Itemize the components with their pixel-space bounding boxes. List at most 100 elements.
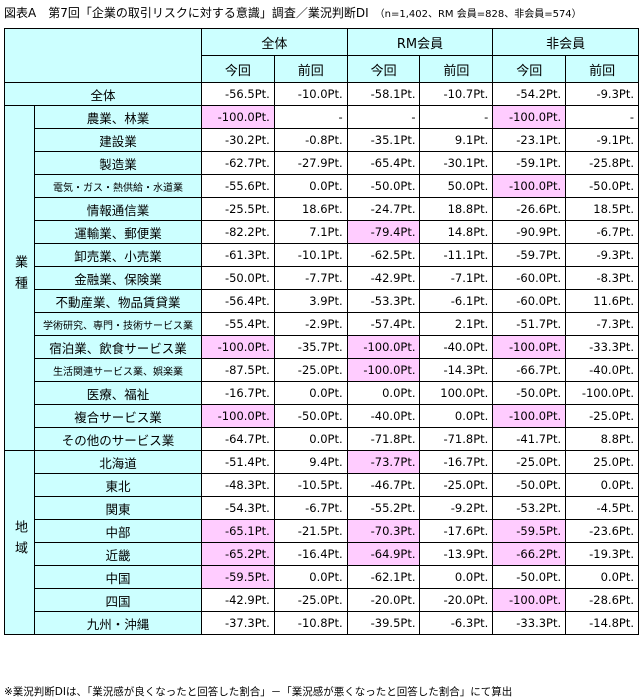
footnote: ※業況判断DIは、「業況感が良くなったと回答した割合」－「業況感が悪くなったと回… — [4, 686, 513, 698]
value-cell: -64.9Pt. — [346, 542, 421, 566]
row-label: 複合サービス業 — [34, 404, 202, 428]
value-cell: -23.1Pt. — [492, 128, 567, 152]
value-cell: -51.7Pt. — [492, 312, 567, 336]
group-header: RM会員 — [346, 28, 494, 56]
value-cell: 0.0Pt. — [273, 427, 348, 451]
value-cell: -25.0Pt. — [273, 588, 348, 612]
value-cell: -51.4Pt. — [201, 450, 275, 474]
value-cell: -65.1Pt. — [201, 519, 275, 543]
value-cell: -0.8Pt. — [273, 128, 348, 152]
value-cell: 0.0Pt. — [273, 381, 348, 405]
value-cell: -10.5Pt. — [273, 473, 348, 497]
table-body: 全体 RM会員 非会員 今回 前回 今回 前回 今回 前回 全体 -56.5Pt. -10.0Pt. -… — [4, 28, 639, 635]
value-cell: -20.0Pt. — [346, 588, 421, 612]
value-cell: 14.8Pt. — [419, 220, 494, 244]
data-row: その他のサービス業 -64.7Pt. 0.0Pt. -71.8Pt. -71.8Pt. -… — [5, 427, 639, 451]
value-cell: -53.2Pt. — [492, 496, 567, 520]
data-row: 学術研究、専門・技術サービス業 -55.4Pt. -2.9Pt. -57.4Pt. 2.… — [5, 312, 639, 336]
value-cell: -62.7Pt. — [201, 151, 275, 175]
value-cell: -16.7Pt. — [201, 381, 275, 405]
value-cell: -35.7Pt. — [273, 335, 348, 359]
value-cell: 18.6Pt. — [273, 197, 348, 221]
value-cell: -6.7Pt. — [273, 496, 348, 520]
value-cell: -79.4Pt. — [346, 220, 421, 244]
data-row: 中部 -65.1Pt. -21.5Pt. -70.3Pt. -17.6Pt. -59.5P… — [5, 519, 639, 543]
value-cell: -65.2Pt. — [201, 542, 275, 566]
value-cell: -30.2Pt. — [201, 128, 275, 152]
value-cell: -100.0Pt. — [201, 105, 275, 129]
data-row: 中国 -59.5Pt. 0.0Pt. -62.1Pt. 0.0Pt. -50.0Pt. 0.… — [5, 565, 639, 589]
row-label: 医療、福祉 — [34, 381, 202, 405]
value-cell: -61.3Pt. — [201, 243, 275, 267]
value-cell: -42.9Pt. — [346, 266, 421, 290]
period-header: 今回 — [201, 55, 275, 83]
row-label: 情報通信業 — [34, 197, 202, 221]
data-row: 製造業 -62.7Pt. -27.9Pt. -65.4Pt. -30.1Pt. -59.1… — [5, 151, 639, 175]
value-cell: -20.0Pt. — [419, 588, 494, 612]
value-cell: 11.6Pt. — [565, 289, 639, 313]
value-cell: - — [273, 105, 348, 129]
value-cell: -40.0Pt. — [419, 335, 494, 359]
value-cell: -100.0Pt. — [346, 335, 421, 359]
value-cell: -100.0Pt. — [201, 335, 275, 359]
value-cell: -40.0Pt. — [346, 404, 421, 428]
value-cell: -17.6Pt. — [419, 519, 494, 543]
row-label: 金融業、保険業 — [34, 266, 202, 290]
value-cell: -46.7Pt. — [346, 473, 421, 497]
data-row: 情報通信業 -25.5Pt. 18.6Pt. -24.7Pt. 18.8Pt. -26.6… — [5, 197, 639, 221]
value-cell: -100.0Pt. — [565, 381, 639, 405]
header-corner — [4, 28, 202, 83]
value-cell: -60.0Pt. — [492, 266, 567, 290]
value-cell: -66.7Pt. — [492, 358, 567, 382]
value-cell: -54.3Pt. — [201, 496, 275, 520]
value-cell: -26.6Pt. — [492, 197, 567, 221]
value-cell: 9.4Pt. — [273, 450, 348, 474]
value-cell: -50.0Pt. — [565, 174, 639, 198]
row-label: 関東 — [34, 496, 202, 520]
value-cell: -41.7Pt. — [492, 427, 567, 451]
value-cell: -64.7Pt. — [201, 427, 275, 451]
section-name: 地域 — [12, 519, 27, 562]
value-cell: -9.3Pt. — [565, 243, 639, 267]
row-label: 近畿 — [34, 542, 202, 566]
value-cell: -42.9Pt. — [201, 588, 275, 612]
row-label: 全体 — [4, 82, 202, 106]
data-row: 不動産業、物品賃貸業 -56.4Pt. 3.9Pt. -53.3Pt. -6.1Pt. -… — [5, 289, 639, 313]
value-cell: -16.7Pt. — [419, 450, 494, 474]
data-row: 九州・沖縄 -37.3Pt. -10.8Pt. -39.5Pt. -6.3Pt. -33.… — [5, 611, 639, 635]
row-label: 中部 — [34, 519, 202, 543]
data-row: 卸売業、小売業 -61.3Pt. -10.1Pt. -62.5Pt. -11.1Pt. -… — [5, 243, 639, 267]
row-label: 建設業 — [34, 128, 202, 152]
value-cell: -10.7Pt. — [419, 82, 494, 106]
value-cell: -6.1Pt. — [419, 289, 494, 313]
data-row: 東北 -48.3Pt. -10.5Pt. -46.7Pt. -25.0Pt. -50.0P… — [5, 473, 639, 497]
value-cell: 0.0Pt. — [565, 473, 639, 497]
data-row: 運輸業、郵便業 -82.2Pt. 7.1Pt. -79.4Pt. 14.8Pt. -90.… — [5, 220, 639, 244]
value-cell: -27.9Pt. — [273, 151, 348, 175]
value-cell: -35.1Pt. — [346, 128, 421, 152]
value-cell: -59.5Pt. — [201, 565, 275, 589]
value-cell: - — [346, 105, 421, 129]
value-cell: -56.5Pt. — [201, 82, 275, 106]
value-cell: -25.0Pt. — [273, 358, 348, 382]
value-cell: -73.7Pt. — [346, 450, 421, 474]
data-row: 関東 -54.3Pt. -6.7Pt. -55.2Pt. -9.2Pt. -53.2Pt.… — [5, 496, 639, 520]
value-cell: -59.5Pt. — [492, 519, 567, 543]
section-label: 業種 — [4, 105, 35, 451]
value-cell: -62.5Pt. — [346, 243, 421, 267]
value-cell: 0.0Pt. — [346, 381, 421, 405]
value-cell: -7.7Pt. — [273, 266, 348, 290]
row-label: その他のサービス業 — [34, 427, 202, 451]
value-cell: 3.9Pt. — [273, 289, 348, 313]
data-row: 生活関連サービス業、娯楽業 -87.5Pt. -25.0Pt. -100.0Pt. -1… — [5, 358, 639, 382]
value-cell: -71.8Pt. — [419, 427, 494, 451]
value-cell: -10.8Pt. — [273, 611, 348, 635]
value-cell: -100.0Pt. — [201, 404, 275, 428]
value-cell: -19.3Pt. — [565, 542, 639, 566]
value-cell: 9.1Pt. — [419, 128, 494, 152]
value-cell: -25.0Pt. — [419, 473, 494, 497]
value-cell: -14.8Pt. — [565, 611, 639, 635]
value-cell: -50.0Pt. — [492, 381, 567, 405]
row-label: 中国 — [34, 565, 202, 589]
